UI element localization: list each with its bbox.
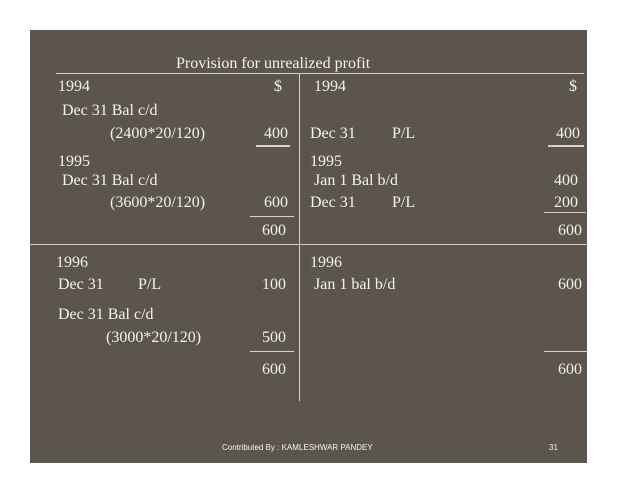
- right-entry1-rule: [548, 145, 584, 147]
- left-entry2-amount: 600: [264, 194, 288, 211]
- right-1995-total: 600: [558, 222, 582, 239]
- left-1995-total: 600: [262, 222, 286, 239]
- left-1996-total: 600: [262, 361, 286, 378]
- right-entry3-label: P/L: [392, 194, 416, 211]
- section-divider: [30, 244, 587, 245]
- right-entry1-amount: 400: [556, 125, 580, 142]
- left-year-1994: 1994: [58, 78, 90, 95]
- right-entry4-amount: 600: [558, 276, 582, 293]
- left-entry3-label: P/L: [138, 276, 162, 293]
- left-year-1995: 1995: [58, 153, 90, 170]
- left-entry4-calc: (3000*20/120): [106, 329, 202, 346]
- left-entry3-date: Dec 31: [58, 276, 104, 293]
- left-entry2-calc: (3600*20/120): [110, 194, 206, 211]
- right-entry3-amount: 200: [554, 194, 578, 211]
- right-1996-total: 600: [558, 361, 582, 378]
- left-entry1-label: Dec 31 Bal c/d: [62, 102, 158, 119]
- right-year-1994: 1994: [314, 78, 346, 95]
- footer-credit: Contributed By : KAMLESHWAR PANDEY: [222, 443, 373, 452]
- right-entry1-date: Dec 31: [310, 125, 356, 142]
- left-1995-rule: [250, 216, 294, 217]
- vertical-divider: [299, 73, 300, 401]
- right-currency: $: [569, 78, 577, 95]
- left-entry4-label: Dec 31 Bal c/d: [58, 306, 154, 323]
- left-year-1996: 1996: [56, 254, 88, 271]
- right-entry1-label: P/L: [392, 125, 416, 142]
- right-year-1996: 1996: [310, 254, 342, 271]
- left-entry1-rule: [256, 145, 290, 147]
- left-1996-rule: [250, 351, 294, 352]
- title-underline: [56, 73, 584, 74]
- right-entry2-label: Jan 1 Bal b/d: [314, 172, 398, 189]
- right-year-1995: 1995: [310, 153, 342, 170]
- slide: Provision for unrealized profit 1994 $ D…: [30, 30, 588, 463]
- left-entry4-amount: 500: [262, 329, 286, 346]
- left-entry3-amount: 100: [262, 276, 286, 293]
- right-entry2-amount: 400: [554, 172, 578, 189]
- left-entry1-amount: 400: [264, 125, 288, 142]
- page-number: 31: [549, 443, 558, 452]
- account-title: Provision for unrealized profit: [176, 55, 371, 72]
- right-entry3-date: Dec 31: [310, 194, 356, 211]
- left-entry2-label: Dec 31 Bal c/d: [62, 172, 158, 189]
- left-currency: $: [274, 78, 282, 95]
- right-1996-rule: [544, 351, 588, 352]
- right-1995-rule: [544, 212, 586, 213]
- left-entry1-calc: (2400*20/120): [110, 125, 206, 142]
- right-entry4-label: Jan 1 bal b/d: [314, 276, 396, 293]
